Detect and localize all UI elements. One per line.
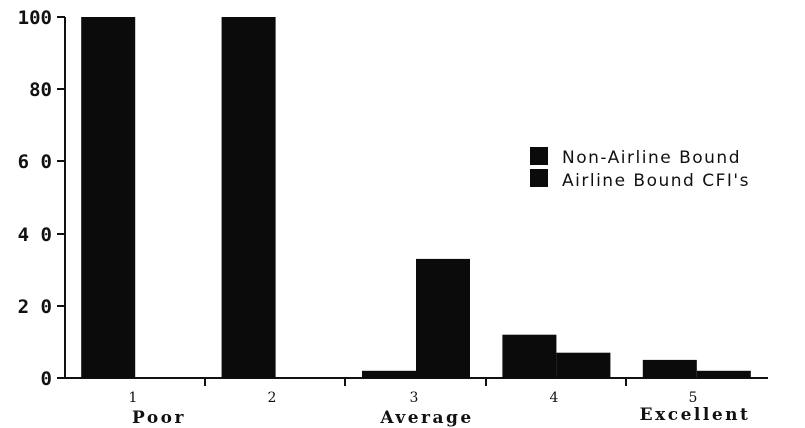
y-tick-label-0: 0 [41, 368, 52, 390]
y-axis: 0 2 0 4 0 6 0 80 100 [18, 7, 65, 390]
category-label-4: 4 [550, 390, 559, 406]
y-tick-label-60: 6 0 [18, 151, 52, 173]
rating-label-average: Average [379, 408, 473, 428]
bar-non-airline-1 [81, 17, 136, 378]
rating-label-poor: Poor [132, 408, 186, 428]
x-axis: 1 2 3 4 5 Poor Average Excellent [129, 378, 751, 428]
bar-non-airline-4 [502, 334, 557, 378]
bar-airline-5 [696, 370, 751, 378]
category-label-3: 3 [410, 390, 419, 406]
bar-non-airline-2 [221, 17, 276, 378]
category-label-2: 2 [268, 390, 277, 406]
y-tick-0: 0 [41, 368, 65, 390]
bar-non-airline-5 [642, 359, 697, 378]
legend-item-non-airline: Non-Airline Bound [530, 147, 741, 168]
y-tick-40: 4 0 [18, 224, 65, 246]
category-label-5: 5 [689, 390, 698, 406]
y-tick-80: 80 [29, 79, 65, 101]
bar-airline-4 [556, 352, 611, 378]
category-label-1: 1 [129, 390, 138, 406]
bar-airline-3 [416, 258, 470, 378]
legend-label-non-airline: Non-Airline Bound [562, 148, 741, 168]
legend-label-airline: Airline Bound CFI's [562, 171, 750, 191]
y-tick-label-80: 80 [29, 79, 52, 101]
legend-swatch-airline [530, 169, 548, 187]
y-tick-label-40: 4 0 [18, 224, 52, 246]
legend-swatch-non-airline [530, 147, 548, 165]
bar-non-airline-3 [362, 370, 416, 378]
y-tick-label-20: 2 0 [18, 296, 52, 318]
y-tick-100: 100 [18, 7, 65, 29]
y-tick-label-100: 100 [18, 7, 52, 29]
rating-label-excellent: Excellent [640, 405, 751, 425]
legend: Non-Airline Bound Airline Bound CFI's [530, 147, 750, 191]
y-tick-60: 6 0 [18, 151, 65, 173]
y-tick-20: 2 0 [18, 296, 65, 318]
legend-item-airline: Airline Bound CFI's [530, 169, 750, 191]
bars [81, 17, 751, 378]
